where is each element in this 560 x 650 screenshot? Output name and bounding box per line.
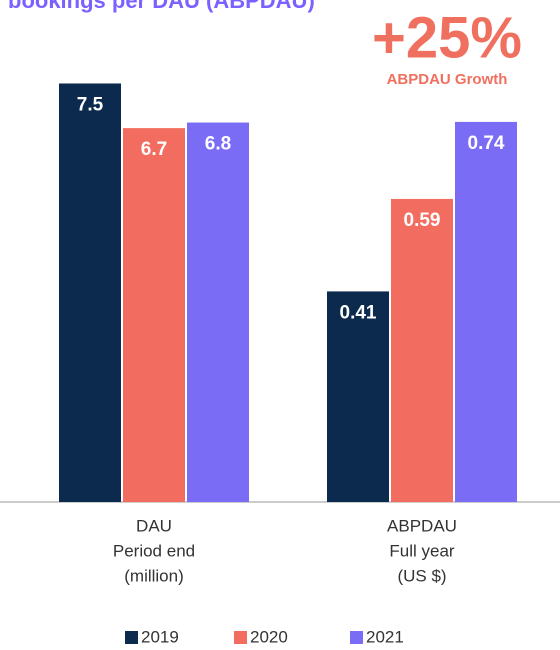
legend-label: 2020 <box>250 627 288 646</box>
data-label: 0.74 <box>468 133 505 154</box>
bar <box>59 83 121 503</box>
legend-swatch <box>350 631 363 644</box>
legend-swatch <box>125 631 138 644</box>
data-label: 6.8 <box>205 134 231 155</box>
bar <box>327 291 389 502</box>
x-tick-label: Period end <box>113 541 195 560</box>
annotation-subtitle: ABPDAU Growth <box>387 71 508 88</box>
bar <box>187 122 249 502</box>
legend-label: 2019 <box>141 627 179 646</box>
data-label: 6.7 <box>141 139 167 160</box>
x-tick-label: (US $) <box>397 566 446 585</box>
data-label: 7.5 <box>77 94 104 115</box>
chart-title: bookings per DAU (ABPDAU) <box>8 0 315 13</box>
legend-label: 2021 <box>366 627 404 646</box>
x-tick-label: DAU <box>136 516 172 535</box>
bar <box>455 121 517 502</box>
legend-swatch <box>234 631 247 644</box>
x-tick-label: ABPDAU <box>387 516 457 535</box>
data-label: 0.41 <box>340 302 377 323</box>
data-label: 0.59 <box>404 210 441 231</box>
x-tick-label: Full year <box>389 541 455 560</box>
x-tick-label: (million) <box>124 566 184 585</box>
bar <box>123 128 185 502</box>
bar <box>391 198 453 503</box>
annotation: +25% <box>372 5 522 70</box>
